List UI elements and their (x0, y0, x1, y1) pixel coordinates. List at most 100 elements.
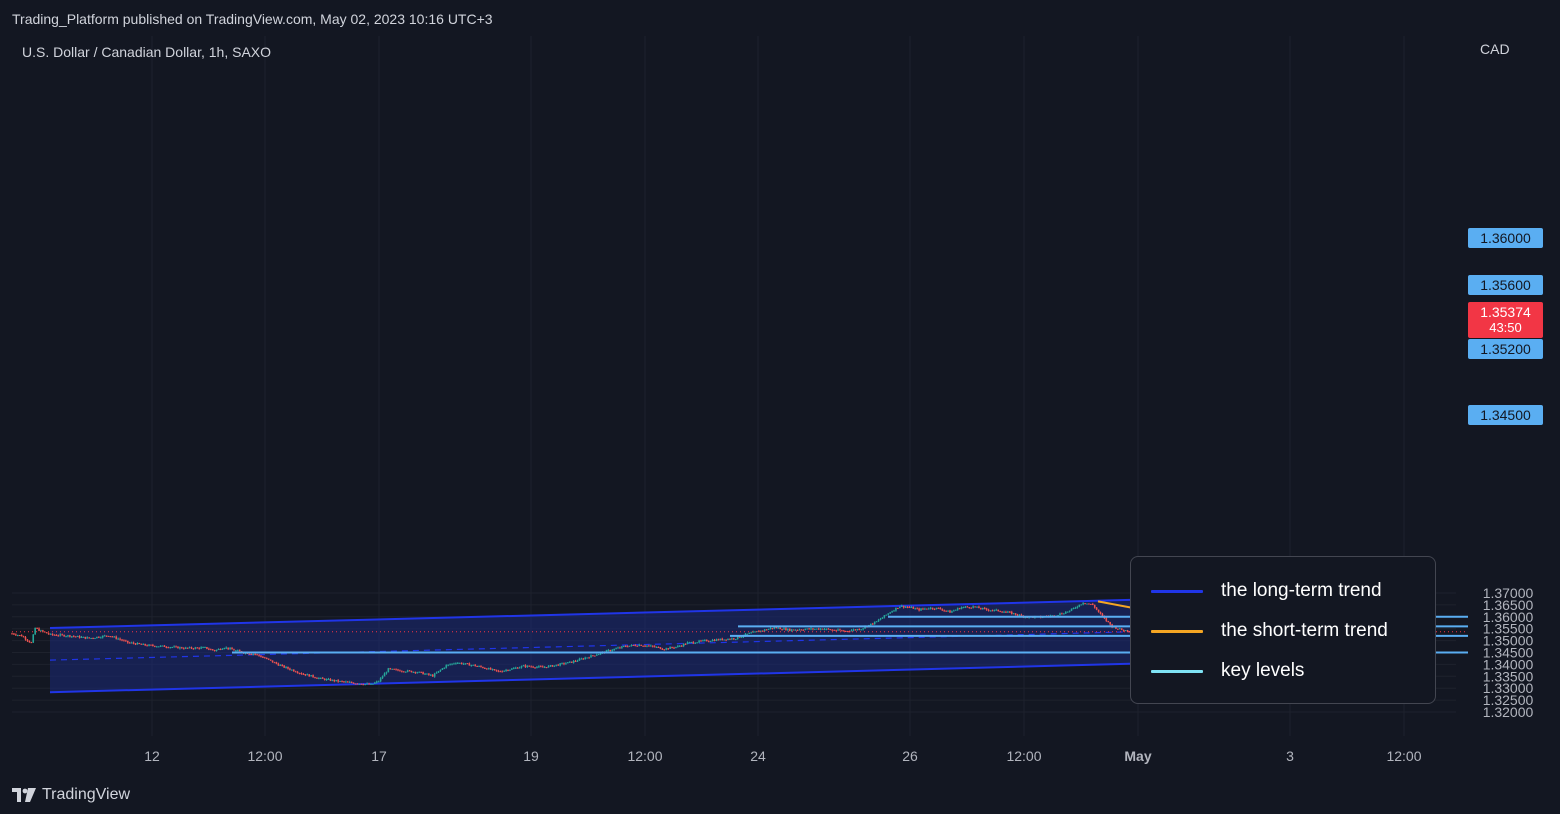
candle-body (250, 654, 253, 656)
candle-body (758, 631, 760, 633)
candle-body (401, 671, 403, 673)
candle-body (823, 629, 826, 631)
y-tick-label: 1.37000 (1483, 585, 1534, 601)
candle-body (846, 631, 849, 633)
candle-body (443, 667, 446, 669)
candle-body (941, 609, 944, 611)
candle-body (175, 646, 177, 648)
candle-body (821, 628, 824, 630)
candle-body (607, 650, 610, 652)
candle-body (289, 668, 291, 670)
candle-body (978, 606, 980, 609)
candle-body (252, 654, 255, 656)
candle-body (206, 647, 208, 649)
y-tick-label: 1.33000 (1483, 680, 1534, 696)
candle-body (997, 609, 1000, 612)
channel-lower-line (49, 659, 1259, 694)
tradingview-logo[interactable]: TradingView (12, 786, 130, 804)
candle-body (127, 640, 129, 643)
candle-body (169, 647, 172, 649)
candle-body (760, 630, 762, 632)
candle-body (283, 665, 285, 668)
candle-body (47, 633, 50, 635)
candle-body (103, 635, 106, 637)
candle-body (358, 683, 361, 685)
candle-body (860, 629, 862, 631)
candle-body (348, 681, 351, 683)
candle-body (954, 609, 957, 611)
x-tick-label: 12 (144, 748, 160, 764)
candle-body (653, 646, 656, 648)
candle-body (927, 608, 930, 610)
candle-body (148, 644, 150, 646)
candle-body (951, 611, 953, 613)
candle-body (873, 621, 876, 625)
candle-body (497, 670, 500, 672)
candle-body (61, 634, 63, 636)
candle-body (899, 606, 901, 609)
candle-body (15, 634, 17, 636)
candle-body (186, 647, 189, 649)
x-tick-label: May (1124, 748, 1151, 764)
currency-label: CAD (1480, 41, 1510, 57)
candle-body (377, 681, 380, 683)
candle-body (918, 608, 920, 611)
candle-body (962, 607, 965, 609)
candle-body (829, 629, 832, 631)
candle-body (55, 634, 58, 636)
candle-body (362, 684, 365, 686)
candle-body (356, 683, 359, 685)
candle-body (188, 647, 191, 649)
candle-body (208, 648, 210, 650)
candle-body (831, 629, 834, 631)
candle-body (406, 670, 409, 672)
candle-body (385, 672, 388, 674)
candle-body (171, 647, 173, 649)
candle-body (323, 678, 326, 680)
key-level-tag-1: 1.36000 (1468, 228, 1543, 248)
candle-body (123, 640, 125, 642)
candle-body (1093, 604, 1096, 608)
candle-body (677, 646, 679, 648)
y-tick-label: 1.34500 (1483, 645, 1534, 661)
candle-body (516, 667, 519, 669)
candle-body (565, 663, 567, 665)
candle-body (1005, 611, 1007, 613)
candle-body (267, 658, 270, 660)
candle-body (49, 633, 52, 635)
candle-body (262, 656, 264, 658)
candle-body (1099, 611, 1102, 614)
candle-body (138, 642, 141, 644)
candle-body (518, 667, 521, 669)
candle-body (559, 663, 561, 666)
candle-body (1072, 608, 1075, 610)
candle-body (460, 662, 463, 665)
candle-body (848, 631, 851, 633)
candle-body (316, 677, 318, 679)
candle-body (125, 640, 127, 642)
legend: the long-term trend the short-term trend… (1130, 556, 1436, 704)
x-tick-label: 24 (750, 748, 766, 764)
candle-body (700, 640, 702, 642)
y-tick-label: 1.32500 (1483, 692, 1534, 708)
candle-body (981, 607, 984, 609)
candle-body (190, 647, 193, 649)
candle-body (11, 633, 13, 635)
candle-body (1115, 626, 1117, 629)
key-level-tag-4: 1.34500 (1468, 405, 1543, 425)
candle-body (640, 644, 642, 646)
candle-body (719, 638, 722, 641)
candle-body (530, 666, 532, 668)
candle-body (949, 610, 951, 613)
candle-body (651, 645, 654, 647)
candle-body (924, 608, 926, 610)
candle-body (57, 635, 60, 637)
candle-body (806, 628, 808, 630)
candle-body (1016, 614, 1019, 616)
candle-body (84, 636, 87, 639)
candle-body (437, 670, 440, 673)
candle-body (717, 639, 720, 641)
candle-body (906, 606, 909, 608)
legend-item-long-term: the long-term trend (1151, 580, 1382, 602)
x-tick-label: 17 (371, 748, 387, 764)
